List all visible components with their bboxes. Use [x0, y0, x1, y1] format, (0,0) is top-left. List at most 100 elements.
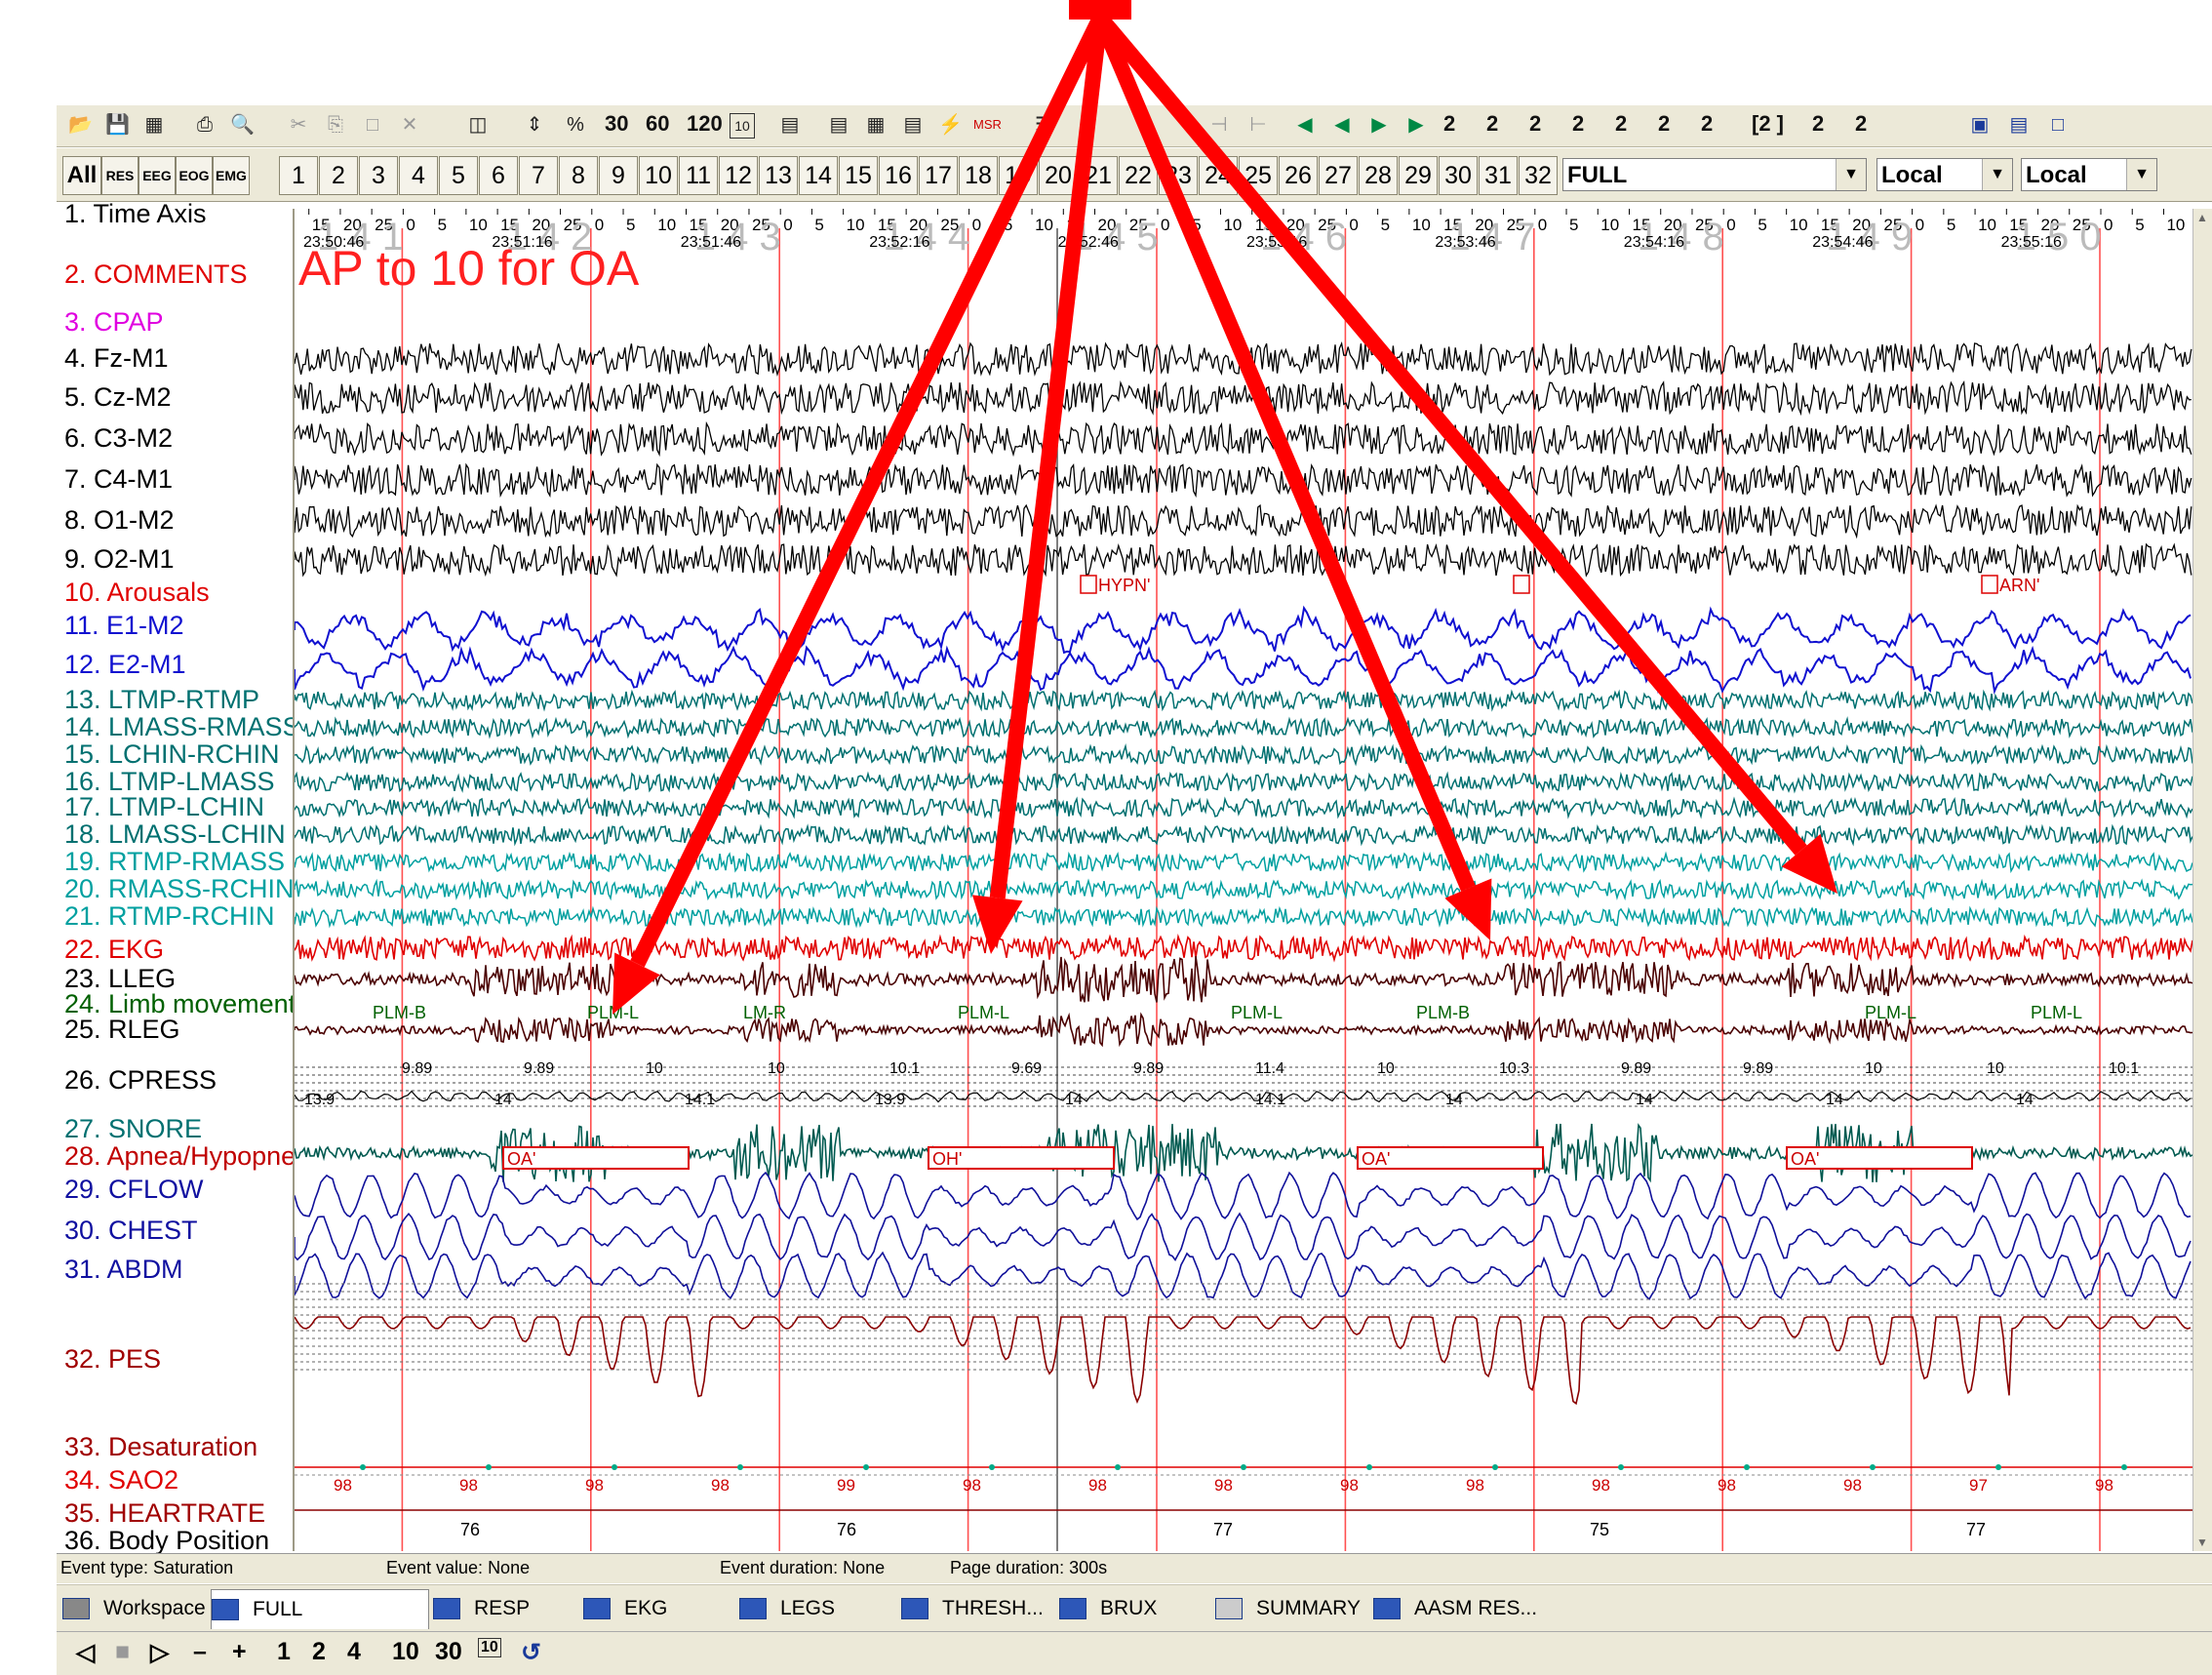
- channel-label[interactable]: 27. SNORE: [64, 1114, 203, 1143]
- zoom-out-icon[interactable]: –: [193, 1638, 207, 1665]
- channel-label[interactable]: 3. CPAP: [64, 307, 164, 337]
- channel-label[interactable]: 19. RTMP-RMASS: [64, 847, 286, 876]
- channel-number-button[interactable]: 29: [1399, 156, 1438, 195]
- copy-icon[interactable]: ⎘: [328, 114, 343, 136]
- channel-number-button[interactable]: 6: [479, 156, 518, 195]
- channel-label[interactable]: 20. RMASS-RCHIN: [64, 874, 293, 903]
- time-ref-select-2[interactable]: Local ▼: [2021, 158, 2157, 191]
- channel-number-button[interactable]: 17: [919, 156, 958, 195]
- channel-label[interactable]: 18. LMASS-LCHIN: [64, 819, 286, 849]
- zoom-120-button[interactable]: 120: [687, 111, 723, 136]
- channel-number-button[interactable]: 22: [1119, 156, 1158, 195]
- window-icon[interactable]: □: [2051, 114, 2065, 136]
- channel-label[interactable]: 9. O2-M1: [64, 544, 175, 574]
- channel-number-button[interactable]: 5: [439, 156, 478, 195]
- channel-label[interactable]: 31. ABDM: [64, 1255, 183, 1284]
- time-ref-select-1[interactable]: Local ▼: [1876, 158, 2013, 191]
- menu-icon[interactable]: ☰: [1035, 114, 1052, 136]
- channel-number-button[interactable]: 32: [1519, 156, 1558, 195]
- arousal-marker[interactable]: [1080, 575, 1097, 594]
- channel-number-button[interactable]: 16: [879, 156, 918, 195]
- channel-number-button[interactable]: 25: [1239, 156, 1278, 195]
- page-btn-5[interactable]: 2: [1615, 111, 1628, 136]
- apnea-event-box[interactable]: [502, 1146, 690, 1170]
- tab-thresh[interactable]: THRESH...: [901, 1589, 1044, 1628]
- report-icon[interactable]: ▤: [829, 114, 849, 136]
- channel-number-button[interactable]: 30: [1439, 156, 1478, 195]
- prev-page-icon[interactable]: ◀: [1334, 114, 1350, 136]
- zoom-60-button[interactable]: 60: [646, 111, 670, 136]
- stop-icon[interactable]: ■: [115, 1638, 131, 1665]
- channel-number-button[interactable]: 19: [999, 156, 1038, 195]
- speed-1-button[interactable]: 1: [277, 1638, 291, 1665]
- channel-number-button[interactable]: 18: [959, 156, 998, 195]
- channel-number-button[interactable]: 23: [1159, 156, 1198, 195]
- tab-resp[interactable]: RESP: [433, 1589, 530, 1628]
- channel-number-button[interactable]: 3: [359, 156, 398, 195]
- split-icon[interactable]: ⊣: [1210, 114, 1228, 136]
- chevron-down-icon[interactable]: ▼: [1836, 159, 1866, 190]
- filter-icon[interactable]: ⚡: [938, 114, 963, 136]
- channel-label[interactable]: 13. LTMP-RTMP: [64, 685, 260, 714]
- emg-channels-button[interactable]: EMG: [213, 156, 250, 195]
- tab-ekg[interactable]: EKG: [583, 1589, 667, 1628]
- channel-label[interactable]: 6. C3-M2: [64, 423, 174, 453]
- channel-number-button[interactable]: 26: [1279, 156, 1318, 195]
- play-forward-icon[interactable]: ▷: [150, 1639, 170, 1666]
- channel-label[interactable]: 11. E1-M2: [64, 611, 184, 640]
- channel-label[interactable]: 30. CHEST: [64, 1216, 198, 1245]
- channel-label[interactable]: 29. CFLOW: [64, 1175, 204, 1204]
- channel-number-button[interactable]: 9: [599, 156, 638, 195]
- paste-icon[interactable]: □: [366, 114, 379, 136]
- channel-number-button[interactable]: 15: [839, 156, 878, 195]
- channel-label[interactable]: 36. Body Position: [64, 1526, 270, 1555]
- channel-number-button[interactable]: 2: [319, 156, 358, 195]
- speed-2-button[interactable]: 2: [312, 1638, 326, 1665]
- channel-label[interactable]: 25. RLEG: [64, 1015, 180, 1044]
- channel-number-button[interactable]: 20: [1039, 156, 1078, 195]
- channel-label[interactable]: 12. E2-M1: [64, 650, 186, 679]
- page-btn-10[interactable]: 2: [1855, 111, 1868, 136]
- channel-number-button[interactable]: 21: [1079, 156, 1118, 195]
- first-page-icon[interactable]: ◀: [1297, 114, 1313, 136]
- eeg-channels-button[interactable]: EEG: [138, 156, 176, 195]
- tab-workspace[interactable]: Workspace: [62, 1589, 206, 1628]
- channel-label[interactable]: 8. O1-M2: [64, 505, 175, 535]
- speed-10-button[interactable]: 10: [392, 1638, 419, 1665]
- join-icon[interactable]: ⊢: [1249, 114, 1267, 136]
- tab-legs[interactable]: LEGS: [739, 1589, 835, 1628]
- channel-number-button[interactable]: 14: [799, 156, 838, 195]
- chevron-down-icon[interactable]: ▼: [2126, 159, 2156, 190]
- channel-number-button[interactable]: 7: [519, 156, 558, 195]
- channel-label[interactable]: 14. LMASS-RMASS: [64, 712, 293, 741]
- channel-label[interactable]: 32. PES: [64, 1344, 162, 1374]
- scroll-down-icon[interactable]: ▼: [2196, 1535, 2208, 1549]
- percent-icon[interactable]: %: [567, 114, 584, 136]
- apnea-event-box[interactable]: [1786, 1146, 1973, 1170]
- msr-icon[interactable]: MSR: [973, 117, 1002, 132]
- eog-channels-button[interactable]: EOG: [176, 156, 213, 195]
- tab-aasm[interactable]: AASM RES...: [1373, 1589, 1537, 1628]
- channel-number-button[interactable]: 11: [679, 156, 718, 195]
- all-channels-button[interactable]: All: [62, 156, 101, 195]
- next-page-icon[interactable]: ▶: [1371, 114, 1387, 136]
- channel-label[interactable]: 17. LTMP-LCHIN: [64, 792, 265, 821]
- channel-number-button[interactable]: 4: [399, 156, 438, 195]
- channel-label[interactable]: 23. LLEG: [64, 964, 177, 993]
- signal-traces-svg[interactable]: 15 20 25 0 5 10 15 20 25 0 5 10 15 20 25 0 5 10 15 20 25 0 5 10…: [252, 209, 2193, 1551]
- scroll-up-icon[interactable]: ▲: [2196, 211, 2208, 224]
- channel-label[interactable]: 34. SAO2: [64, 1465, 179, 1495]
- channel-number-button[interactable]: 1: [279, 156, 318, 195]
- channel-label[interactable]: 35. HEARTRATE: [64, 1498, 266, 1528]
- channel-number-button[interactable]: 28: [1359, 156, 1398, 195]
- tab-full[interactable]: FULL: [211, 1589, 429, 1629]
- channel-number-button[interactable]: 31: [1479, 156, 1518, 195]
- speed-10-box-icon[interactable]: 10: [478, 1638, 501, 1657]
- channel-number-button[interactable]: 12: [719, 156, 758, 195]
- tab-summary[interactable]: SUMMARY: [1215, 1589, 1361, 1628]
- channel-number-button[interactable]: 13: [759, 156, 798, 195]
- channel-label[interactable]: 16. LTMP-LMASS: [64, 767, 275, 796]
- tile-horizontal-icon[interactable]: ▤: [2009, 114, 2029, 136]
- apnea-event-box[interactable]: [1357, 1146, 1544, 1170]
- calendar-icon[interactable]: ▦: [866, 114, 886, 136]
